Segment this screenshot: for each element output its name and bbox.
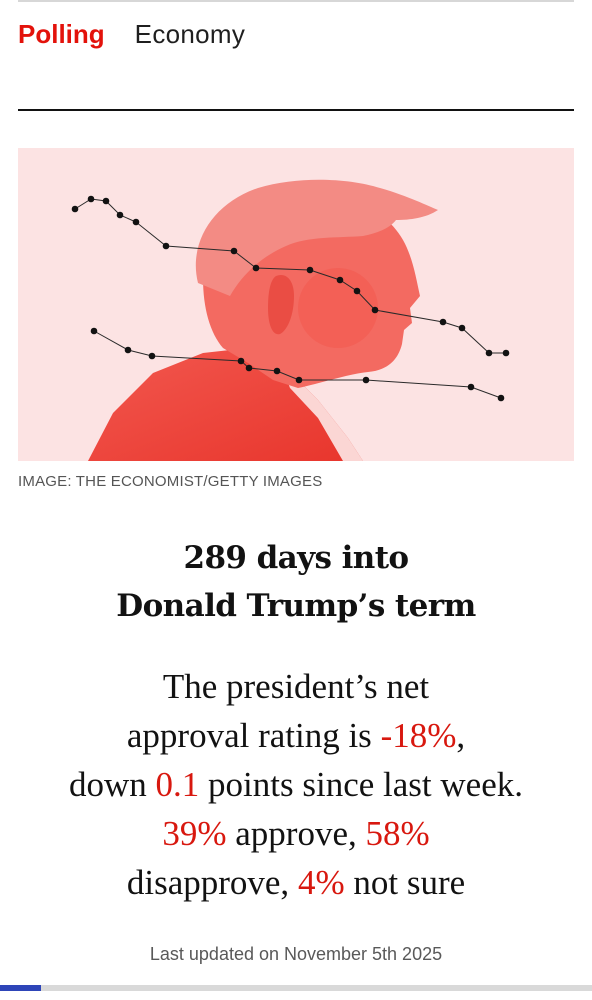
top-divider: [18, 0, 574, 2]
hair-shape: [195, 179, 438, 296]
summary-text: approval rating is: [126, 716, 381, 755]
summary-text: not sure: [344, 863, 466, 902]
summary-text: points since last week.: [199, 765, 523, 804]
summary-text: ,: [456, 716, 466, 755]
net-approval-value: -18%: [380, 716, 457, 755]
summary-text: down: [69, 765, 156, 804]
image-credit: IMAGE: THE ECONOMIST/GETTY IMAGES: [18, 473, 323, 490]
approve-value: 39%: [162, 814, 227, 853]
ear-shape: [268, 274, 294, 335]
summary-text: approve,: [226, 814, 366, 853]
summary-text: The president’s net: [162, 667, 430, 706]
title-line-2: Donald Trump’s term: [116, 588, 476, 624]
section-divider: [18, 109, 574, 111]
page-title: 289 days into Donald Trump’s term: [0, 534, 592, 630]
hero-image: [18, 148, 574, 461]
nav-link-polling[interactable]: Polling: [18, 19, 105, 49]
trump-profile-illustration: [71, 179, 510, 461]
weekly-change-value: 0.1: [155, 765, 200, 804]
reading-progress-bar: [0, 985, 592, 991]
summary-text: disapprove,: [126, 863, 298, 902]
last-updated: Last updated on November 5th 2025: [149, 944, 443, 964]
unsure-value: 4%: [297, 863, 345, 902]
approve-trend-line: [74, 198, 506, 354]
trend-points: [71, 195, 510, 402]
disapprove-trend-line: [93, 330, 502, 399]
reading-progress-fill: [0, 985, 42, 991]
nav-link-economy[interactable]: Economy: [134, 19, 246, 49]
approval-summary: The president’s net approval rating is -…: [0, 662, 592, 907]
section-nav: Polling Economy: [18, 16, 275, 52]
disapprove-value: 58%: [365, 814, 430, 853]
title-line-1: 289 days into: [183, 540, 409, 576]
